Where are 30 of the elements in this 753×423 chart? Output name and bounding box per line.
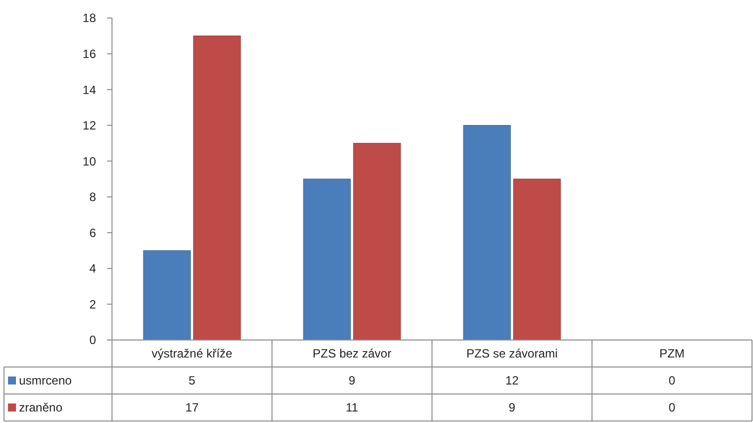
data-label: 12 <box>505 374 519 388</box>
x-tick-label: PZM <box>659 346 685 361</box>
data-label: 9 <box>348 374 356 388</box>
y-tick-label: 2 <box>89 297 96 312</box>
bar <box>143 250 191 340</box>
bar <box>353 142 401 340</box>
data-label: 0 <box>668 400 676 415</box>
bar <box>303 178 351 340</box>
y-tick-label: 0 <box>89 333 96 348</box>
bar <box>513 178 561 340</box>
y-tick-label: 6 <box>89 226 96 240</box>
y-tick-label: 14 <box>82 82 96 97</box>
legend-label: zraněno <box>19 400 63 415</box>
y-tick-label: 12 <box>82 118 96 133</box>
data-label: 5 <box>188 374 196 388</box>
y-tick-label: 8 <box>89 190 96 204</box>
x-tick-label: PZS se závorami <box>466 346 558 361</box>
bar <box>463 125 511 340</box>
x-tick-label: PZS bez závor <box>312 346 392 361</box>
legend-label: usmrceno <box>19 374 72 388</box>
data-label: 9 <box>508 400 516 415</box>
y-tick-label: 18 <box>82 11 96 26</box>
y-tick-label: 16 <box>82 46 96 61</box>
data-label: 11 <box>346 400 359 415</box>
data-label: 0 <box>668 374 676 388</box>
y-tick-label: 4 <box>89 262 96 276</box>
data-label: 17 <box>185 400 199 415</box>
y-tick-label: 10 <box>82 154 96 168</box>
bar <box>193 36 241 340</box>
x-tick-label: výstražné kříže <box>152 346 233 361</box>
